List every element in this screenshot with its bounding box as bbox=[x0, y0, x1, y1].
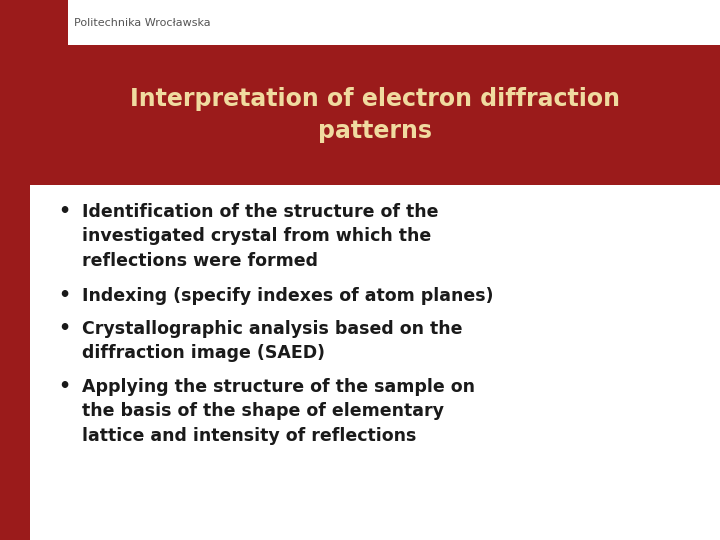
Text: •: • bbox=[58, 202, 70, 221]
Text: •: • bbox=[58, 286, 70, 305]
Text: •: • bbox=[58, 377, 70, 396]
Bar bbox=[30, 45, 720, 185]
Text: Indexing (specify indexes of atom planes): Indexing (specify indexes of atom planes… bbox=[82, 287, 493, 305]
Bar bbox=[0, 0, 30, 540]
Text: Identification of the structure of the
investigated crystal from which the
refle: Identification of the structure of the i… bbox=[82, 203, 438, 269]
Text: Interpretation of electron diffraction
patterns: Interpretation of electron diffraction p… bbox=[130, 87, 620, 143]
Bar bbox=[30, 0, 68, 45]
Bar bbox=[30, 0, 720, 45]
Text: Crystallographic analysis based on the
diffraction image (SAED): Crystallographic analysis based on the d… bbox=[82, 320, 462, 362]
Text: Politechnika Wrocławska: Politechnika Wrocławska bbox=[74, 17, 211, 28]
Text: Applying the structure of the sample on
the basis of the shape of elementary
lat: Applying the structure of the sample on … bbox=[82, 378, 475, 444]
Text: •: • bbox=[58, 319, 70, 338]
Bar bbox=[30, 185, 720, 540]
